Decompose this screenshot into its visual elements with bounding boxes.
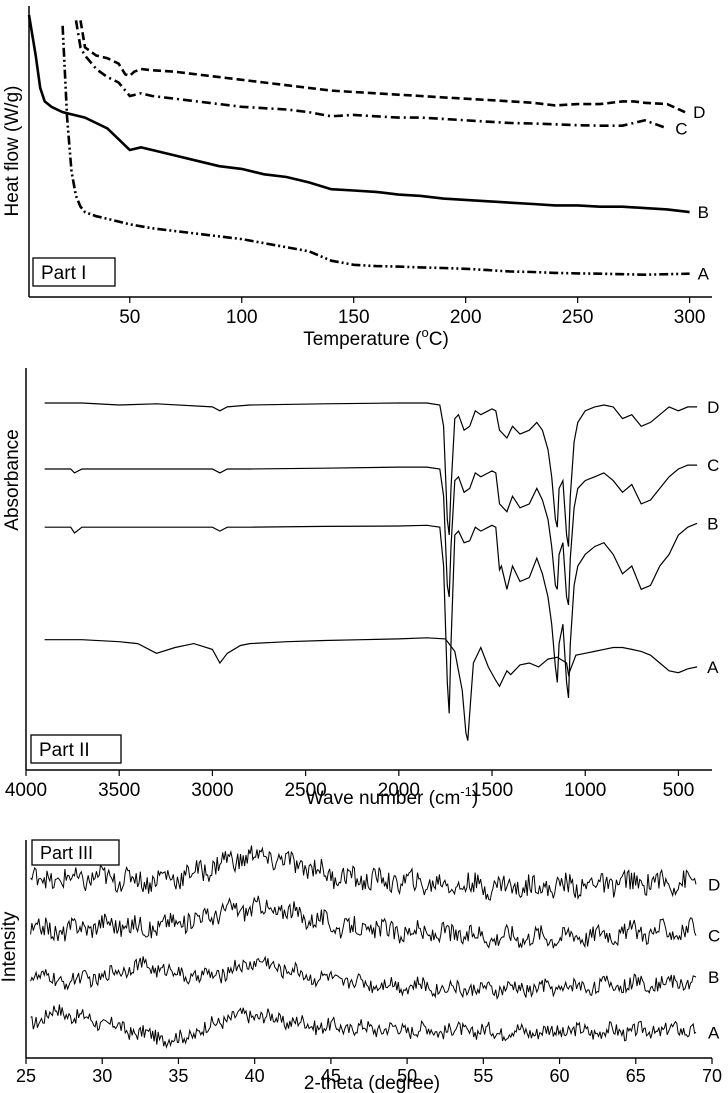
xrd-x-tick-label: 45 (321, 1066, 341, 1086)
dsc-x-label: Temperature (oC) (303, 325, 449, 350)
xrd-x-tick-label: 30 (92, 1066, 112, 1086)
dsc-series-label-a: A (698, 265, 710, 284)
xrd-x-tick-label: 50 (397, 1066, 417, 1086)
ftir-x-tick-label: 1500 (471, 780, 513, 801)
ftir-series-label-b: B (707, 514, 718, 533)
ftir-series-label-c: C (707, 456, 719, 475)
ftir-x-label: Wave number (cm-1) (306, 784, 478, 809)
dsc-plot-area (27, 14, 690, 277)
xrd-series-c (30, 895, 697, 949)
ftir-series-d (44, 402, 698, 547)
dsc-part-label-box (32, 257, 116, 287)
dsc-series-labels: A B CD (675, 103, 709, 283)
xrd-x-tick-label: 70 (702, 1066, 722, 1086)
xrd-series-b (30, 955, 697, 1001)
xrd-x-tick-label: 60 (550, 1066, 570, 1086)
ftir-x-tick-label: 3500 (98, 780, 140, 801)
ftir-series-label-a: A (707, 658, 719, 677)
xrd-part-label-box (31, 839, 120, 866)
xrd-plot-area (30, 845, 697, 1049)
xrd-series-label-b: B (708, 968, 719, 987)
xrd-series-label-a: A (708, 1023, 720, 1042)
xrd-y-label: Intensity (0, 911, 20, 982)
xrd-x-tick-label: 55 (473, 1066, 493, 1086)
xrd-x-label: 2-theta (degree) (304, 1073, 440, 1093)
xrd-series-labels: A B C D (708, 875, 720, 1042)
dsc-series-d (79, 20, 686, 114)
ftir-series-b (44, 522, 698, 714)
dsc-series-b (27, 14, 690, 214)
xrd-x-tick-label: 40 (245, 1066, 265, 1086)
dsc-x-ticks: 50 100 150 200 250 300 (119, 297, 705, 328)
dsc-series-a (61, 25, 690, 277)
dsc-x-tick-label: 250 (562, 307, 594, 328)
ftir-y-label: Absorbance (2, 429, 23, 530)
ftir-plot-area (44, 402, 698, 741)
xrd-x-tick-label: 35 (168, 1066, 188, 1086)
dsc-series-label-d: D (693, 103, 705, 122)
panel-ftir: 4000 3500 3000 2500 2000 1500 1000 500 A B C D Par… (2, 368, 719, 809)
ftir-x-tick-label: 4000 (5, 780, 47, 801)
dsc-x-tick-label: 200 (450, 307, 482, 328)
xrd-series-label-d: D (708, 875, 720, 894)
dsc-x-tick-label: 50 (119, 307, 140, 328)
dsc-x-tick-label: 300 (674, 307, 706, 328)
xrd-part-label: Part III (40, 843, 93, 863)
dsc-series-label-c: C (675, 119, 687, 138)
ftir-part-label-box (30, 734, 122, 764)
ftir-x-tick-label: 2500 (284, 780, 326, 801)
ftir-x-tick-label: 500 (663, 780, 695, 801)
dsc-series-label-b: B (698, 203, 709, 222)
dsc-part-label: Part I (41, 263, 86, 284)
ftir-series-a (44, 637, 698, 741)
dsc-y-label: Heat flow (W/g) (2, 86, 23, 217)
ftir-x-tick-label: 3000 (191, 780, 233, 801)
ftir-series-c (44, 464, 698, 605)
ftir-x-tick-label: 1000 (564, 780, 606, 801)
ftir-series-labels: A B C D (707, 398, 719, 677)
xrd-series-label-c: C (708, 927, 720, 946)
panel-xrd: 25 30 35 40 45 50 55 60 65 70 A B C D Part III Inten… (0, 839, 722, 1093)
dsc-x-tick-label: 150 (338, 307, 370, 328)
ftir-series-label-d: D (707, 398, 719, 417)
xrd-x-tick-label: 25 (16, 1066, 36, 1086)
dsc-x-tick-label: 100 (226, 307, 258, 328)
ftir-x-ticks: 4000 3500 3000 2500 2000 1500 1000 500 (5, 770, 694, 801)
ftir-x-tick-label: 2000 (378, 780, 420, 801)
dsc-series-c (74, 20, 668, 130)
panel-dsc: 50 100 150 200 250 300 A B CD Part I Heat flow … (2, 6, 712, 350)
ftir-part-label: Part II (39, 740, 90, 761)
xrd-series-d (30, 845, 697, 901)
xrd-x-tick-label: 65 (626, 1066, 646, 1086)
xrd-x-ticks: 25 30 35 40 45 50 55 60 65 70 (16, 1058, 722, 1086)
xrd-series-a (30, 1004, 697, 1049)
